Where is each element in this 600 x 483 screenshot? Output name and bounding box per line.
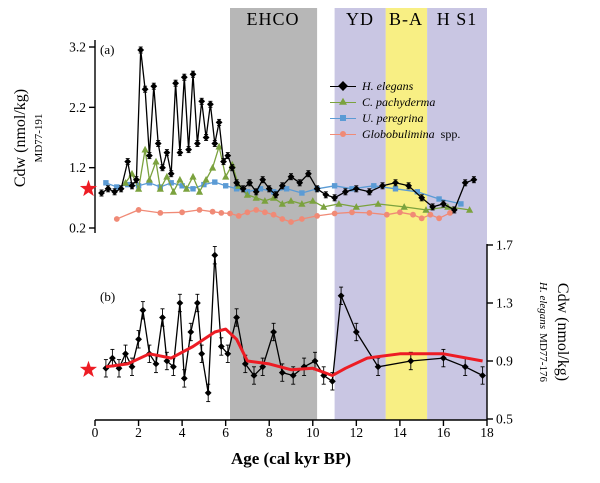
x-tick-label: 8 [266,425,273,440]
legend-item-h-elegans: H. elegans [330,78,460,93]
y-tick-label: 0.2 [69,221,86,236]
legend-label: H. elegans [362,78,414,93]
y-tick-label: 0.5 [496,412,513,427]
core-top-star-b [79,360,97,377]
y-axis-right [486,244,493,420]
band-label-hs1: H S1 [436,9,478,29]
x-tick-label: 2 [135,425,142,440]
band-h-s1 [427,8,487,420]
legend-item-globobulimina: Globobulimina spp. [330,126,461,141]
series-h-elegans [98,46,478,214]
x-tick-label: 12 [350,425,364,440]
square-marker-icon [330,113,356,123]
x-tick-label: 10 [306,425,320,440]
band-label-yd: YD [346,9,374,29]
x-axis [94,419,488,426]
y-axis-title-left-text: Cdw (nmol/kg) [12,88,29,188]
panel-a-label: (a) [100,42,115,57]
y-axis-core-left: MD77-191 [32,113,45,163]
legend-item-c-pachyderma: C. pachyderma [330,94,460,109]
y-tick-label: 1.7 [496,238,513,253]
y-axis-species-right: H. elegans [537,282,550,330]
series-globobulimina-spp [113,207,453,225]
x-tick-label: 14 [393,425,407,440]
legend-item-u-peregrina: U. peregrina [330,110,460,125]
x-axis-title: Age (cal kyr BP) [230,449,352,468]
y-tick-label: 0.9 [496,354,513,369]
circle-marker-icon [330,129,356,139]
band-label-b-a: B-A [389,9,423,29]
y-tick-label: 3.2 [69,40,86,55]
triangle-marker-icon [330,97,356,107]
legend-label: C. pachyderma [362,94,436,109]
x-tick-label: 4 [179,425,186,440]
x-tick-label: 18 [480,425,494,440]
y-tick-label: 1.3 [496,296,513,311]
y-tick-label: 1.2 [69,160,86,175]
legend-label: Globobulimina [362,126,435,141]
y-axis-title-right-text: Cdw (nmol/kg) [554,282,571,382]
y-axis-title-right: Cdw (nmol/kg) H. elegans MD77-176 [535,222,571,442]
panel-b-label: (b) [100,289,116,304]
x-tick-label: 16 [437,425,451,440]
y-axis-core-right: MD77-176 [537,333,550,382]
core-top-star-a [79,179,97,197]
x-tick-label: 0 [92,425,99,440]
legend: H. elegans C. pachyderma U. peregrina Gl… [330,78,461,141]
x-tick-label: 6 [222,425,229,440]
band-label-ehco: EHCO [246,9,300,29]
legend-label-suffix: spp. [440,126,461,141]
y-axis-title-left: Cdw (nmol/kg) MD77-191 [12,38,47,238]
y-tick-label: 2.2 [69,100,86,115]
series-smoothed [105,327,483,377]
y-axis-left [89,40,96,233]
legend-label: U. peregrina [362,110,424,125]
diamond-marker-icon [330,81,356,91]
